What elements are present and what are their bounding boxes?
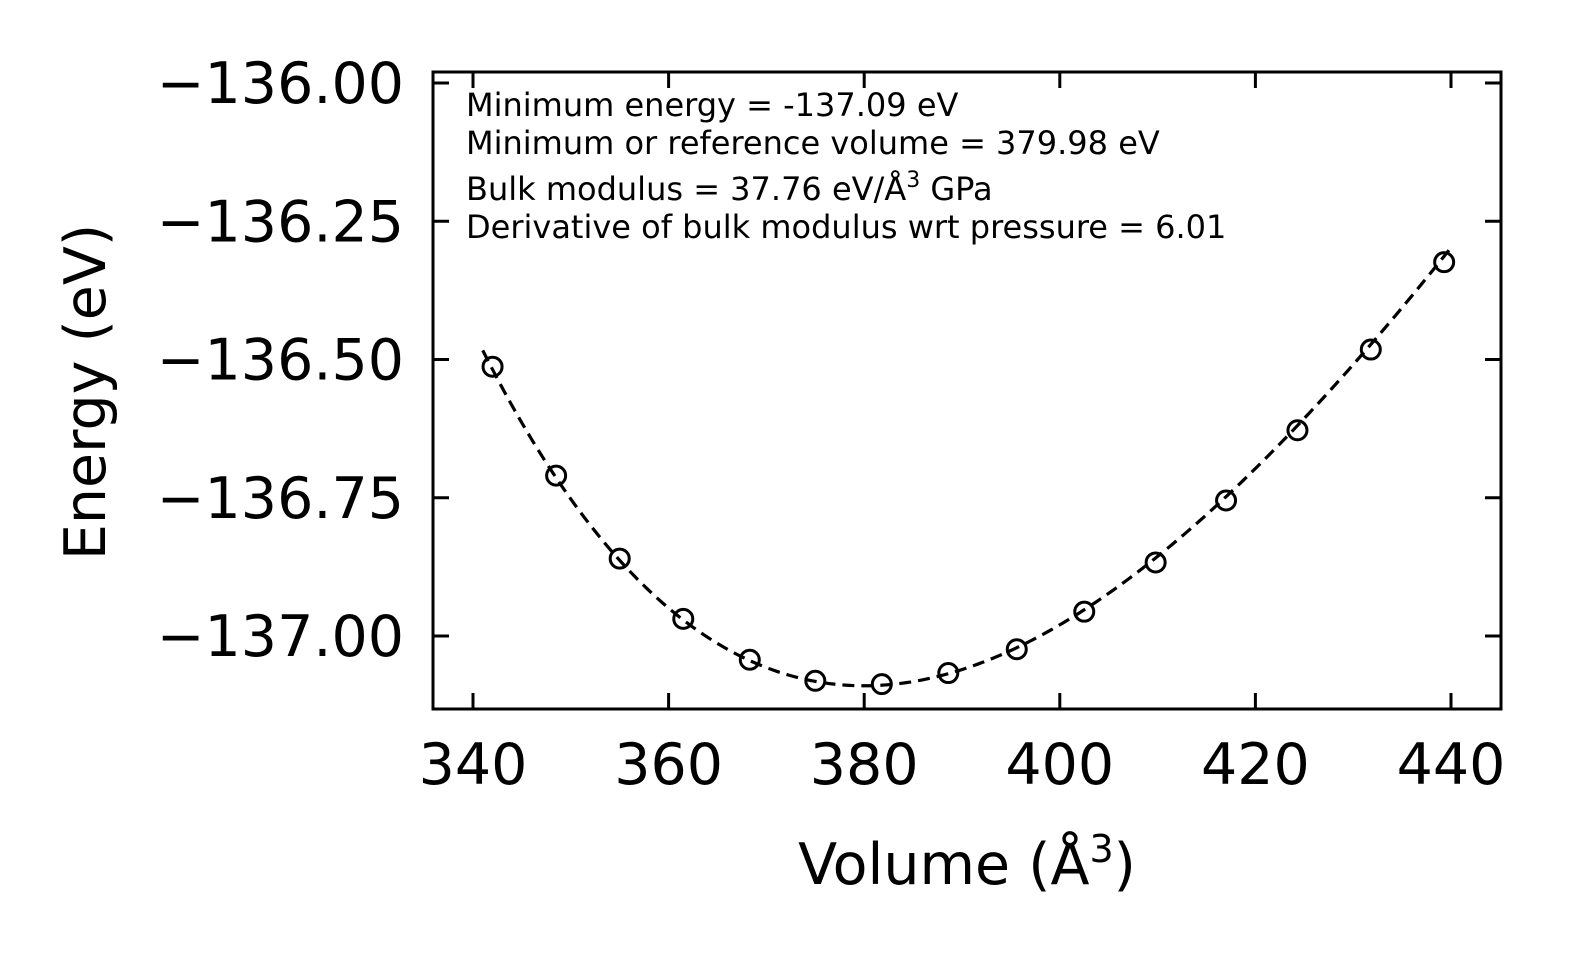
- data-point: [738, 648, 761, 671]
- y-tick-label: −137.00: [157, 604, 404, 670]
- fit-curve: [481, 249, 1451, 688]
- data-point: [937, 662, 960, 685]
- x-tick-label: 420: [1201, 732, 1310, 798]
- annotation-bulk-modulus-derivative: Derivative of bulk modulus wrt pressure …: [466, 208, 1226, 246]
- x-axis-title-main: Volume (Å: [798, 830, 1089, 898]
- plot-frame: [431, 70, 1503, 711]
- x-axis-title-tail: ): [1114, 832, 1136, 898]
- x-axis-title-exponent: 3: [1089, 827, 1113, 871]
- data-point: [1005, 638, 1028, 661]
- annotation-min-energy: Minimum energy = -137.09 eV: [466, 86, 959, 124]
- data-point: [672, 607, 695, 630]
- bulk-modulus-unit: GPa: [920, 170, 992, 208]
- y-tick-label: −136.50: [157, 328, 404, 394]
- data-point: [1286, 419, 1309, 442]
- data-point: [481, 355, 504, 378]
- data-points-layer: [481, 251, 1456, 696]
- x-tick-label: 360: [614, 732, 723, 798]
- data-point: [804, 669, 827, 692]
- data-point: [870, 673, 893, 696]
- y-tick-label: −136.00: [157, 51, 404, 117]
- data-point: [1073, 600, 1096, 623]
- bulk-modulus-exponent: 3: [906, 168, 920, 193]
- y-axis-title: Energy (eV): [53, 224, 119, 560]
- data-point: [1433, 251, 1456, 274]
- fit-curve-layer: [481, 249, 1451, 688]
- data-point: [1144, 551, 1167, 574]
- y-tick-label: −136.75: [157, 466, 404, 532]
- y-tick-label: −136.25: [157, 189, 404, 255]
- data-point: [608, 547, 631, 570]
- x-tick-label: 380: [810, 732, 919, 798]
- x-axis-title: Volume (Å3): [798, 827, 1136, 898]
- data-point: [545, 464, 568, 487]
- data-point: [1215, 489, 1238, 512]
- data-point: [1359, 338, 1382, 361]
- ticks-layer: 340 360 380 400 420 440 −136.00 −136.25 −136.50 −…: [157, 51, 1506, 798]
- x-tick-label: 440: [1397, 732, 1506, 798]
- annotation-bulk-modulus: Bulk modulus = 37.76 eV/Å3 GPa: [466, 168, 993, 208]
- x-tick-label: 340: [419, 732, 528, 798]
- annotation-min-volume: Minimum or reference volume = 379.98 eV: [466, 124, 1160, 162]
- bulk-modulus-text: Bulk modulus = 37.76 eV/Å: [466, 170, 906, 208]
- x-tick-label: 400: [1005, 732, 1114, 798]
